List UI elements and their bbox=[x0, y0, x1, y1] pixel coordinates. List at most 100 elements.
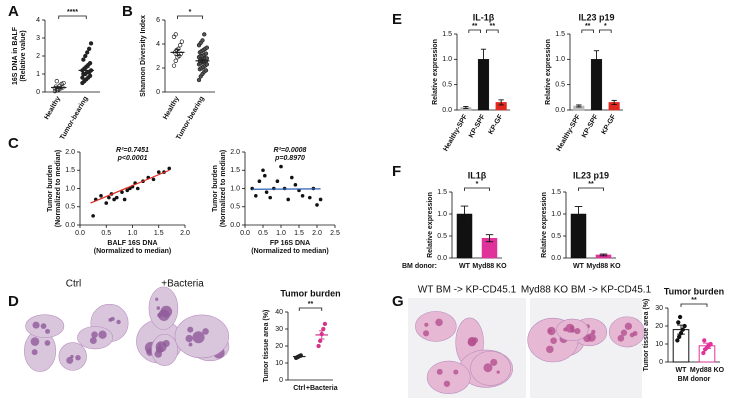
y-tick-label: 0.5 bbox=[437, 233, 447, 240]
y-tick-label: 30 bbox=[655, 305, 663, 312]
y-axis-label: Relative expression bbox=[545, 39, 552, 105]
data-point bbox=[61, 80, 66, 86]
panel-label: B bbox=[122, 3, 133, 20]
y-tick-label: 10 bbox=[275, 360, 283, 367]
tumor-spot bbox=[546, 345, 554, 354]
axis-line bbox=[164, 20, 215, 93]
y-tick-label: 1 bbox=[36, 71, 40, 78]
panel-label: A bbox=[8, 3, 19, 20]
data-point bbox=[315, 203, 319, 207]
data-point bbox=[173, 58, 178, 63]
significance-label: ** bbox=[472, 23, 478, 30]
data-point bbox=[81, 57, 86, 62]
data-point bbox=[318, 197, 323, 202]
x-tick-label: KP-SPF bbox=[468, 113, 487, 139]
tumor-spot bbox=[453, 369, 459, 375]
data-point bbox=[178, 51, 184, 56]
y-tick-label: 2.0 bbox=[230, 149, 240, 156]
tumor-spot bbox=[98, 330, 107, 339]
axis-line bbox=[44, 20, 100, 93]
x-tick-label: Ctrl bbox=[293, 385, 305, 392]
tumor-spot bbox=[89, 337, 97, 345]
data-point bbox=[107, 195, 111, 200]
tissue-lobe bbox=[415, 311, 457, 342]
y-axis-label: Tumor burden bbox=[47, 165, 54, 212]
tumor-spot bbox=[91, 331, 98, 338]
tumor-spot bbox=[202, 328, 209, 335]
stat-annotation: R²=0.0008 bbox=[274, 147, 307, 154]
data-point bbox=[202, 32, 207, 37]
data-point bbox=[286, 197, 291, 202]
y-tick-label: 0.5 bbox=[551, 233, 561, 240]
tumor-spot bbox=[436, 368, 443, 375]
tumor-spot bbox=[472, 337, 479, 344]
significance-bracket bbox=[486, 29, 499, 33]
x-tick-label: Healthy bbox=[162, 95, 181, 120]
y-tick-label: 1.5 bbox=[555, 31, 565, 38]
y-tick-label: 10 bbox=[655, 341, 663, 348]
tumor-spot bbox=[574, 327, 581, 335]
x-tick-label: Myd88 KO bbox=[586, 263, 621, 270]
y-tick-label: 6 bbox=[156, 17, 160, 24]
data-point bbox=[156, 170, 161, 174]
y-tick-label: 0.0 bbox=[551, 255, 561, 262]
data-point bbox=[300, 194, 305, 198]
x-tick-label: Myd88 KO bbox=[690, 367, 725, 374]
x-axis-label: BM donor bbox=[678, 376, 711, 383]
tumor-spot bbox=[632, 331, 638, 337]
y-tick-label: 2.0 bbox=[65, 149, 75, 156]
tissue-lobe bbox=[426, 360, 471, 394]
y-axis-label: (Normalized to median) bbox=[55, 150, 62, 227]
y-tick-label: 0.0 bbox=[230, 222, 240, 229]
y-tick-label: 1.5 bbox=[230, 167, 240, 174]
data-point bbox=[263, 173, 267, 178]
data-point bbox=[176, 46, 181, 51]
tumor-spot bbox=[591, 329, 596, 335]
data-point bbox=[264, 190, 269, 194]
data-point bbox=[701, 350, 706, 356]
y-axis-label: Tumor tissue area (%) bbox=[643, 299, 650, 372]
x-tick-label: 1.0 bbox=[128, 230, 138, 237]
x-tick-label: 2.5 bbox=[330, 230, 340, 237]
y-tick-label: 0.0 bbox=[65, 222, 75, 229]
x-tick-label: WT bbox=[459, 263, 471, 270]
data-point bbox=[203, 51, 209, 56]
data-point bbox=[677, 334, 682, 339]
x-tick-label: Healthy-SPF bbox=[555, 113, 582, 153]
data-point bbox=[54, 79, 59, 84]
x-axis-label: (Normalized to median) bbox=[251, 248, 328, 255]
tumor-spot bbox=[570, 328, 575, 333]
x-tick-label: +Bacteria bbox=[306, 385, 338, 392]
y-tick-label: 0.5 bbox=[65, 204, 75, 211]
data-point bbox=[167, 166, 172, 171]
chart-title: Tumor burden bbox=[664, 286, 724, 296]
data-point bbox=[272, 186, 276, 191]
tumor-spot bbox=[617, 334, 625, 342]
data-point bbox=[316, 343, 321, 349]
x-tick-label: KP-SPF bbox=[581, 113, 600, 139]
data-point bbox=[122, 197, 127, 202]
significance-label: * bbox=[189, 9, 192, 16]
panel-label: C bbox=[8, 135, 19, 152]
data-point bbox=[80, 75, 85, 80]
x-tick-label: 2.0 bbox=[312, 230, 322, 237]
data-point bbox=[203, 68, 209, 73]
tumor-spot bbox=[30, 337, 40, 346]
tumor-spot bbox=[483, 363, 493, 373]
tumor-spot bbox=[435, 318, 443, 327]
tumor-spot bbox=[162, 339, 170, 347]
x-axis-label: BALF 16S DNA bbox=[107, 240, 157, 247]
data-point bbox=[321, 326, 326, 332]
data-point bbox=[196, 77, 202, 83]
significance-bracket bbox=[599, 29, 612, 33]
y-tick-label: 1.0 bbox=[551, 211, 561, 218]
y-tick-label: 4 bbox=[36, 17, 40, 24]
data-point bbox=[279, 164, 283, 169]
significance-bracket bbox=[680, 303, 708, 307]
data-point bbox=[112, 197, 116, 202]
x-tick-label: Tumor-bearing bbox=[175, 95, 205, 141]
tumor-spot bbox=[547, 326, 556, 336]
tumor-spot bbox=[75, 354, 81, 361]
data-point bbox=[151, 177, 156, 182]
data-point bbox=[293, 183, 298, 187]
